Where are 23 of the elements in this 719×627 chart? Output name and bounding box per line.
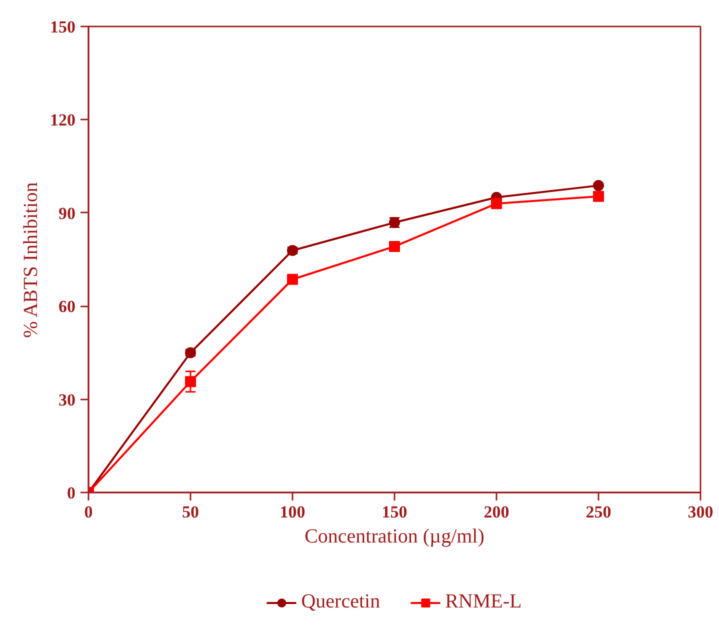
y-tick-label: 60 [58,297,76,316]
y-tick-label: 90 [58,204,76,223]
x-tick-label: 200 [484,502,510,522]
x-tick-label: 100 [280,502,306,522]
point [185,376,196,388]
x-tick-label: 50 [182,502,199,522]
legend-label: Quercetin [301,590,380,614]
x-axis-title: Concentration (µg/ml) [304,526,484,548]
point [287,274,298,285]
x-tick-label: 0 [84,502,93,522]
point [593,180,604,192]
y-tick-label: 30 [58,390,76,410]
x-tick-label: 150 [382,502,408,522]
x-tick-label: 250 [586,502,612,522]
legend-label: RNME-L [445,590,522,614]
point [491,198,502,210]
point [593,190,604,202]
point [389,240,400,252]
y-tick-label: 0 [67,484,76,502]
y-tick-label: 120 [50,110,76,130]
y-tick-label: 150 [50,18,76,36]
y-axis-title: % ABTS Inhibition [20,182,42,338]
x-tick-label: 300 [688,502,714,522]
